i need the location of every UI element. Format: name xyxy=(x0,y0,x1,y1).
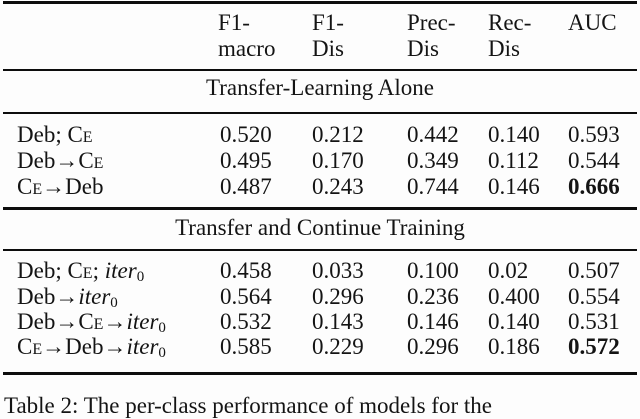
metric-cell: 0.112 xyxy=(488,148,539,173)
plain-label-text: Deb; xyxy=(17,122,68,147)
table-row: Deb→Ce 0.495 0.170 0.349 0.112 0.544 xyxy=(0,148,640,174)
subscript-label-text: 0 xyxy=(110,295,118,311)
subscript-label-text: 0 xyxy=(158,345,166,361)
row-label: Deb; Ce; iter0 xyxy=(17,258,144,290)
metric-cell: 0.544 xyxy=(568,148,620,173)
metric-cell: 0.532 xyxy=(220,309,272,334)
metric-cell: 0.564 xyxy=(220,284,272,309)
smallcaps-label-text: Ce xyxy=(78,309,104,334)
row-label: Deb; Ce xyxy=(17,122,93,148)
row-label: Ce→Deb xyxy=(17,174,103,200)
table-row: Deb; Ce; iter0 0.458 0.033 0.100 0.02 0.… xyxy=(0,258,640,285)
plain-label-text: →Deb→ xyxy=(42,334,127,359)
italic-label-text: iter xyxy=(126,309,159,334)
section-header: Transfer-Learning Alone xyxy=(206,75,434,100)
header-rule xyxy=(3,69,637,71)
metric-cell: 0.229 xyxy=(312,334,364,359)
section1-rule xyxy=(3,112,637,114)
metric-cell: 0.212 xyxy=(312,122,364,147)
smallcaps-label-text: Ce xyxy=(17,174,43,199)
italic-label-text: iter xyxy=(78,284,111,309)
row-label: Ce→Deb→iter0 xyxy=(17,334,166,366)
plain-label-text: Deb→ xyxy=(17,284,79,309)
italic-label-text: iter xyxy=(104,258,137,283)
italic-label-text: iter xyxy=(126,334,159,359)
column-header: AUC xyxy=(568,10,617,35)
row-label: Deb→iter0 xyxy=(17,284,118,316)
metric-cell: 0.236 xyxy=(407,284,459,309)
row-label: Deb→Ce→iter0 xyxy=(17,309,166,341)
plain-label-text: Deb→ xyxy=(17,148,79,173)
metric-cell: 0.02 xyxy=(488,258,529,283)
metric-cell: 0.666 xyxy=(568,174,620,199)
metric-cell: 0.572 xyxy=(568,334,620,359)
metric-cell: 0.585 xyxy=(220,334,272,359)
table-row: Deb→Ce→iter0 0.532 0.143 0.146 0.140 0.5… xyxy=(0,309,640,336)
metric-cell: 0.487 xyxy=(220,174,272,199)
subscript-label-text: 0 xyxy=(136,269,145,285)
smallcaps-label-text: Ce xyxy=(78,148,104,173)
metric-cell: 0.554 xyxy=(568,284,620,309)
column-header-row: macro Dis Dis Dis xyxy=(0,36,640,62)
metric-cell: 0.520 xyxy=(220,122,272,147)
column-header: Dis xyxy=(488,36,520,61)
table-row: Ce→Deb 0.487 0.243 0.744 0.146 0.666 xyxy=(0,174,640,200)
metric-cell: 0.400 xyxy=(488,284,540,309)
metric-cell: 0.146 xyxy=(488,174,540,199)
metric-cell: 0.744 xyxy=(407,174,459,199)
column-header: F1- xyxy=(218,10,250,35)
smallcaps-label-text: Ce xyxy=(67,122,93,147)
column-header: Dis xyxy=(312,36,344,61)
toprule xyxy=(3,1,637,4)
column-header: F1- xyxy=(312,10,344,35)
metric-cell: 0.143 xyxy=(312,309,364,334)
column-header: Prec- xyxy=(407,10,456,35)
metric-cell: 0.243 xyxy=(312,174,364,199)
metric-cell: 0.349 xyxy=(407,148,459,173)
metric-cell: 0.531 xyxy=(568,309,620,334)
table-caption: Table 2: The per-class performance of mo… xyxy=(4,393,492,418)
column-header: Dis xyxy=(407,36,439,61)
metric-cell: 0.442 xyxy=(407,122,459,147)
column-header: macro xyxy=(218,36,276,61)
plain-label-text: →Deb xyxy=(42,174,104,199)
table-row: Deb; Ce 0.520 0.212 0.442 0.140 0.593 xyxy=(0,122,640,148)
metric-cell: 0.507 xyxy=(568,258,620,283)
metric-cell: 0.100 xyxy=(407,258,459,283)
smallcaps-label-text: Ce xyxy=(67,258,93,283)
plain-label-text: Deb→ xyxy=(17,309,79,334)
table-row: Ce→Deb→iter0 0.585 0.229 0.296 0.186 0.5… xyxy=(0,334,640,361)
row-label: Deb→Ce xyxy=(17,148,103,174)
metric-cell: 0.296 xyxy=(312,284,364,309)
smallcaps-label-text: Ce xyxy=(17,334,43,359)
metric-cell: 0.593 xyxy=(568,122,620,147)
metric-cell: 0.146 xyxy=(407,309,459,334)
subscript-label-text: 0 xyxy=(158,320,166,336)
metric-cell: 0.033 xyxy=(312,258,364,283)
plain-label-text: Deb; xyxy=(17,258,68,283)
metric-cell: 0.495 xyxy=(220,148,272,173)
table-row: Deb→iter0 0.564 0.296 0.236 0.400 0.554 xyxy=(0,284,640,311)
metric-cell: 0.186 xyxy=(488,334,540,359)
column-header: Rec- xyxy=(488,10,532,35)
metric-cell: 0.140 xyxy=(488,309,540,334)
metric-cell: 0.458 xyxy=(220,258,272,283)
bottomrule xyxy=(3,372,637,375)
section2-top-rule xyxy=(3,207,637,210)
section-header: Transfer and Continue Training xyxy=(175,215,465,240)
metric-cell: 0.140 xyxy=(488,122,540,147)
column-header-row: F1- F1- Prec- Rec- AUC xyxy=(0,10,640,36)
metric-cell: 0.170 xyxy=(312,148,364,173)
section2-bottom-rule xyxy=(3,249,637,251)
metric-cell: 0.296 xyxy=(407,334,459,359)
plain-label-text: ; xyxy=(92,258,105,283)
plain-label-text: → xyxy=(103,309,127,334)
